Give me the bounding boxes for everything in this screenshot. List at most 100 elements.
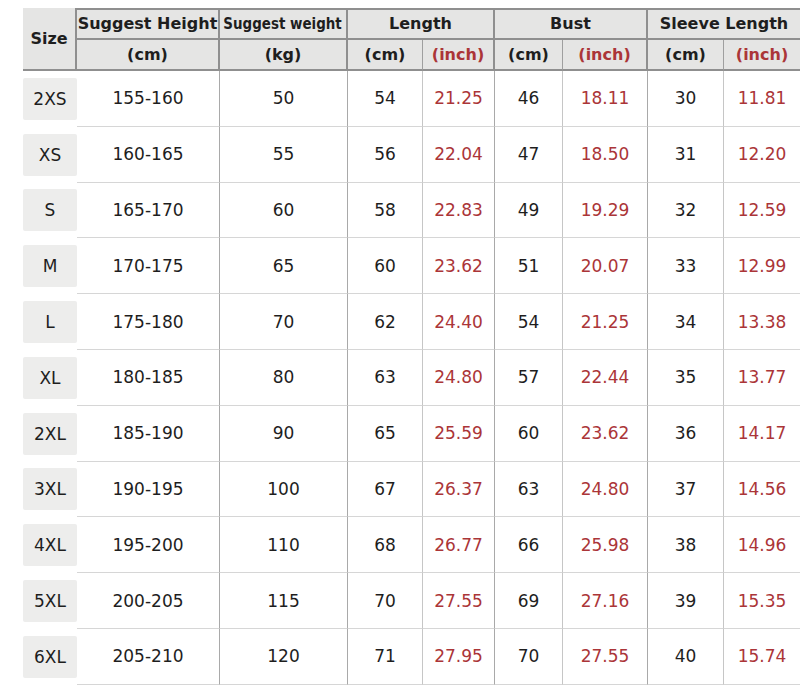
cell-suggest-height: 155-160 [77, 71, 220, 127]
size-badge: 2XS [23, 78, 77, 120]
cell-length-cm: 58 [348, 183, 423, 239]
row-left-margin [0, 573, 23, 629]
header-sleeve-length-label: Sleeve Length [660, 14, 789, 33]
row-left-margin [0, 517, 23, 573]
header-left-margin [0, 8, 23, 71]
cell-suggest-height: 205-210 [77, 629, 220, 685]
cell-bust-inch: 27.16 [563, 573, 648, 629]
unit-sleeve-inch: (inch) [724, 40, 800, 72]
row-left-margin [0, 406, 23, 462]
cell-sleeve-cm: 34 [648, 294, 724, 350]
cell-sleeve-cm: 36 [648, 406, 724, 462]
cell-suggest-weight: 50 [220, 71, 348, 127]
cell-bust-inch: 22.44 [563, 350, 648, 406]
header-length-label: Length [389, 14, 452, 33]
cell-sleeve-inch: 14.96 [724, 517, 800, 573]
table-row: 6XL 205-210 120 71 27.95 70 27.55 40 15.… [0, 629, 800, 685]
cell-sleeve-cm: 37 [648, 462, 724, 518]
cell-length-cm: 67 [348, 462, 423, 518]
row-left-margin [0, 462, 23, 518]
cell-length-cm: 54 [348, 71, 423, 127]
cell-bust-cm: 69 [495, 573, 563, 629]
size-cell: 2XS [23, 71, 77, 127]
cell-length-inch: 26.77 [423, 517, 495, 573]
table-header: Size Suggest Height Suggest weight Lengt… [0, 8, 800, 71]
header-length: Length [348, 8, 495, 40]
cell-length-inch: 21.25 [423, 71, 495, 127]
cell-sleeve-inch: 12.20 [724, 127, 800, 183]
cell-suggest-height: 190-195 [77, 462, 220, 518]
cell-sleeve-inch: 14.17 [724, 406, 800, 462]
cell-bust-cm: 60 [495, 406, 563, 462]
cell-suggest-weight: 80 [220, 350, 348, 406]
size-badge: M [23, 245, 77, 287]
table-row: S 165-170 60 58 22.83 49 19.29 32 12.59 [0, 183, 800, 239]
cell-length-inch: 27.95 [423, 629, 495, 685]
cell-suggest-weight: 60 [220, 183, 348, 239]
cell-suggest-weight: 100 [220, 462, 348, 518]
size-badge: 3XL [23, 468, 77, 510]
cell-bust-inch: 27.55 [563, 629, 648, 685]
header-size-label: Size [30, 29, 67, 48]
size-cell: S [23, 183, 77, 239]
row-left-margin [0, 294, 23, 350]
cell-bust-cm: 49 [495, 183, 563, 239]
cell-bust-inch: 18.11 [563, 71, 648, 127]
unit-height-cm: (cm) [77, 40, 220, 72]
size-badge: XS [23, 134, 77, 176]
cell-sleeve-cm: 35 [648, 350, 724, 406]
header-bust: Bust [495, 8, 648, 40]
unit-bust-inch: (inch) [563, 40, 648, 72]
header-bust-label: Bust [550, 14, 591, 33]
table-body: 2XS 155-160 50 54 21.25 46 18.11 30 11.8… [0, 71, 800, 685]
cell-sleeve-inch: 13.77 [724, 350, 800, 406]
cell-sleeve-cm: 38 [648, 517, 724, 573]
cell-suggest-height: 175-180 [77, 294, 220, 350]
header-size: Size [23, 8, 77, 71]
cell-length-cm: 62 [348, 294, 423, 350]
table-row: 2XS 155-160 50 54 21.25 46 18.11 30 11.8… [0, 71, 800, 127]
cell-length-cm: 56 [348, 127, 423, 183]
size-cell: 6XL [23, 629, 77, 685]
unit-length-cm: (cm) [348, 40, 423, 72]
cell-bust-cm: 66 [495, 517, 563, 573]
cell-sleeve-cm: 30 [648, 71, 724, 127]
cell-sleeve-inch: 15.74 [724, 629, 800, 685]
row-left-margin [0, 629, 23, 685]
cell-length-inch: 23.62 [423, 238, 495, 294]
size-badge: 6XL [23, 636, 77, 678]
header-suggest-weight-label: Suggest weight [224, 14, 342, 33]
cell-bust-cm: 54 [495, 294, 563, 350]
row-left-margin [0, 238, 23, 294]
cell-length-cm: 71 [348, 629, 423, 685]
header-suggest-height-label: Suggest Height [78, 14, 218, 33]
unit-bust-cm: (cm) [495, 40, 563, 72]
header-suggest-weight: Suggest weight [220, 8, 348, 40]
size-cell: XL [23, 350, 77, 406]
size-chart-table: Size Suggest Height Suggest weight Lengt… [0, 0, 800, 690]
cell-suggest-height: 165-170 [77, 183, 220, 239]
cell-length-inch: 22.83 [423, 183, 495, 239]
table-row: 3XL 190-195 100 67 26.37 63 24.80 37 14.… [0, 462, 800, 518]
cell-suggest-weight: 70 [220, 294, 348, 350]
cell-bust-cm: 57 [495, 350, 563, 406]
table-row: 2XL 185-190 90 65 25.59 60 23.62 36 14.1… [0, 406, 800, 462]
size-cell: XS [23, 127, 77, 183]
cell-bust-cm: 51 [495, 238, 563, 294]
size-badge: L [23, 301, 77, 343]
cell-suggest-height: 180-185 [77, 350, 220, 406]
size-badge: 2XL [23, 413, 77, 455]
table-row: XL 180-185 80 63 24.80 57 22.44 35 13.77 [0, 350, 800, 406]
cell-suggest-height: 160-165 [77, 127, 220, 183]
cell-length-inch: 22.04 [423, 127, 495, 183]
table-row: 5XL 200-205 115 70 27.55 69 27.16 39 15.… [0, 573, 800, 629]
cell-bust-cm: 46 [495, 71, 563, 127]
cell-length-inch: 26.37 [423, 462, 495, 518]
cell-bust-inch: 19.29 [563, 183, 648, 239]
cell-bust-cm: 70 [495, 629, 563, 685]
cell-length-inch: 24.40 [423, 294, 495, 350]
cell-length-cm: 68 [348, 517, 423, 573]
header-suggest-height: Suggest Height [77, 8, 220, 40]
cell-sleeve-inch: 13.38 [724, 294, 800, 350]
cell-suggest-height: 200-205 [77, 573, 220, 629]
